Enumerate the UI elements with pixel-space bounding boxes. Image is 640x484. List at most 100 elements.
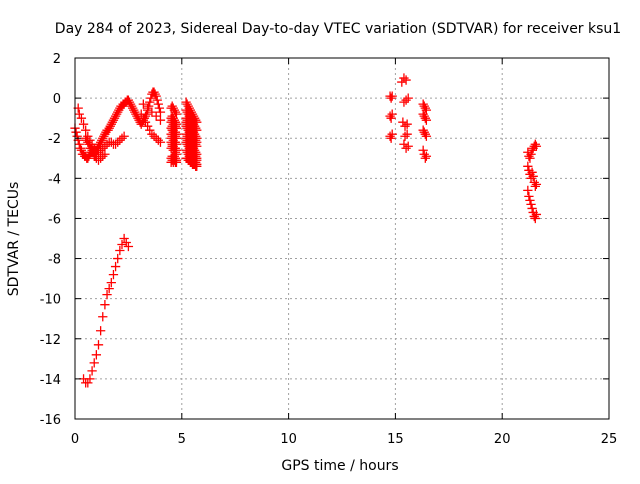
- data-point: [171, 133, 182, 143]
- y-tick-label: -14: [40, 373, 61, 388]
- data-point: [152, 95, 162, 105]
- data-point: [144, 101, 154, 111]
- data-point: [100, 149, 110, 159]
- data-point: [419, 101, 429, 111]
- data-point: [531, 141, 542, 151]
- x-tick-label: 10: [280, 432, 297, 447]
- data-point: [147, 129, 157, 139]
- data-point: [142, 103, 153, 113]
- data-point: [102, 290, 112, 300]
- data-point: [530, 213, 540, 224]
- data-point: [171, 109, 182, 119]
- data-point: [526, 199, 536, 210]
- data-point: [523, 161, 533, 171]
- data-point: [420, 103, 430, 113]
- data-point: [98, 312, 108, 322]
- x-tick-label: 5: [178, 432, 186, 447]
- data-point: [192, 153, 202, 163]
- data-point: [531, 209, 542, 220]
- y-tick-label: -4: [48, 172, 61, 187]
- data-point: [403, 141, 413, 151]
- chart-title: Day 284 of 2023, Sidereal Day-to-day VTE…: [55, 21, 621, 37]
- data-point: [153, 135, 163, 145]
- y-tick-label: -10: [40, 293, 61, 308]
- data-point: [402, 119, 412, 129]
- data-point: [87, 366, 97, 376]
- data-point: [73, 103, 83, 113]
- data-point: [153, 99, 163, 109]
- data-point: [386, 93, 396, 103]
- data-point: [91, 350, 102, 360]
- data-point: [401, 75, 411, 85]
- plot-frame: [74, 57, 610, 420]
- data-point: [399, 139, 409, 149]
- data-point: [387, 129, 397, 139]
- data-point: [400, 131, 410, 141]
- data-point: [85, 374, 95, 384]
- data-point: [89, 358, 99, 368]
- data-point: [155, 137, 166, 147]
- data-point: [421, 151, 432, 161]
- data-point: [146, 93, 156, 103]
- data-point: [421, 131, 432, 141]
- data-point: [117, 239, 127, 250]
- data-series: [70, 73, 542, 388]
- data-point: [71, 127, 81, 137]
- data-point: [401, 143, 411, 153]
- data-point: [154, 103, 165, 113]
- data-point: [151, 133, 161, 143]
- data-point: [170, 131, 181, 141]
- data-point: [403, 93, 413, 103]
- data-point: [528, 171, 538, 181]
- x-tick-label: 0: [71, 432, 79, 447]
- y-axis-label: SDTVAR / TECUs: [6, 182, 22, 297]
- data-point: [387, 109, 397, 119]
- data-point: [104, 283, 114, 294]
- data-point: [76, 113, 87, 123]
- data-point: [192, 161, 202, 171]
- data-point: [151, 111, 161, 121]
- y-tick-label: -8: [48, 253, 61, 268]
- x-tick-label: 20: [494, 432, 511, 447]
- data-point: [527, 167, 537, 177]
- data-point: [149, 131, 159, 141]
- data-point: [419, 149, 429, 159]
- data-point: [98, 151, 108, 161]
- data-point: [138, 99, 149, 109]
- y-tick-label: -12: [40, 333, 61, 348]
- data-point: [155, 115, 166, 125]
- data-point: [115, 245, 125, 256]
- data-point: [191, 123, 201, 133]
- data-point: [387, 91, 397, 101]
- data-point: [401, 95, 411, 105]
- data-point: [170, 107, 181, 117]
- data-point: [78, 119, 89, 129]
- data-point: [171, 123, 182, 133]
- data-point: [421, 115, 432, 125]
- data-point: [192, 117, 202, 127]
- data-point: [420, 113, 430, 123]
- data-point: [530, 139, 540, 149]
- data-point: [527, 203, 537, 214]
- data-point: [386, 113, 396, 123]
- data-point: [100, 300, 110, 310]
- y-tick-label: -2: [48, 132, 61, 147]
- data-point: [398, 117, 408, 127]
- data-point: [191, 151, 201, 161]
- data-point: [191, 135, 201, 145]
- data-point: [525, 195, 535, 206]
- data-point: [150, 89, 160, 99]
- data-point: [399, 97, 409, 107]
- data-point: [142, 121, 153, 131]
- data-point: [419, 127, 429, 137]
- data-point: [529, 211, 539, 222]
- y-tick-label: 0: [53, 92, 61, 107]
- data-point: [115, 135, 125, 145]
- data-point: [147, 107, 157, 117]
- data-point: [421, 105, 432, 115]
- data-point: [526, 149, 536, 159]
- data-point: [95, 153, 106, 163]
- data-point: [399, 73, 409, 83]
- data-point: [155, 107, 166, 117]
